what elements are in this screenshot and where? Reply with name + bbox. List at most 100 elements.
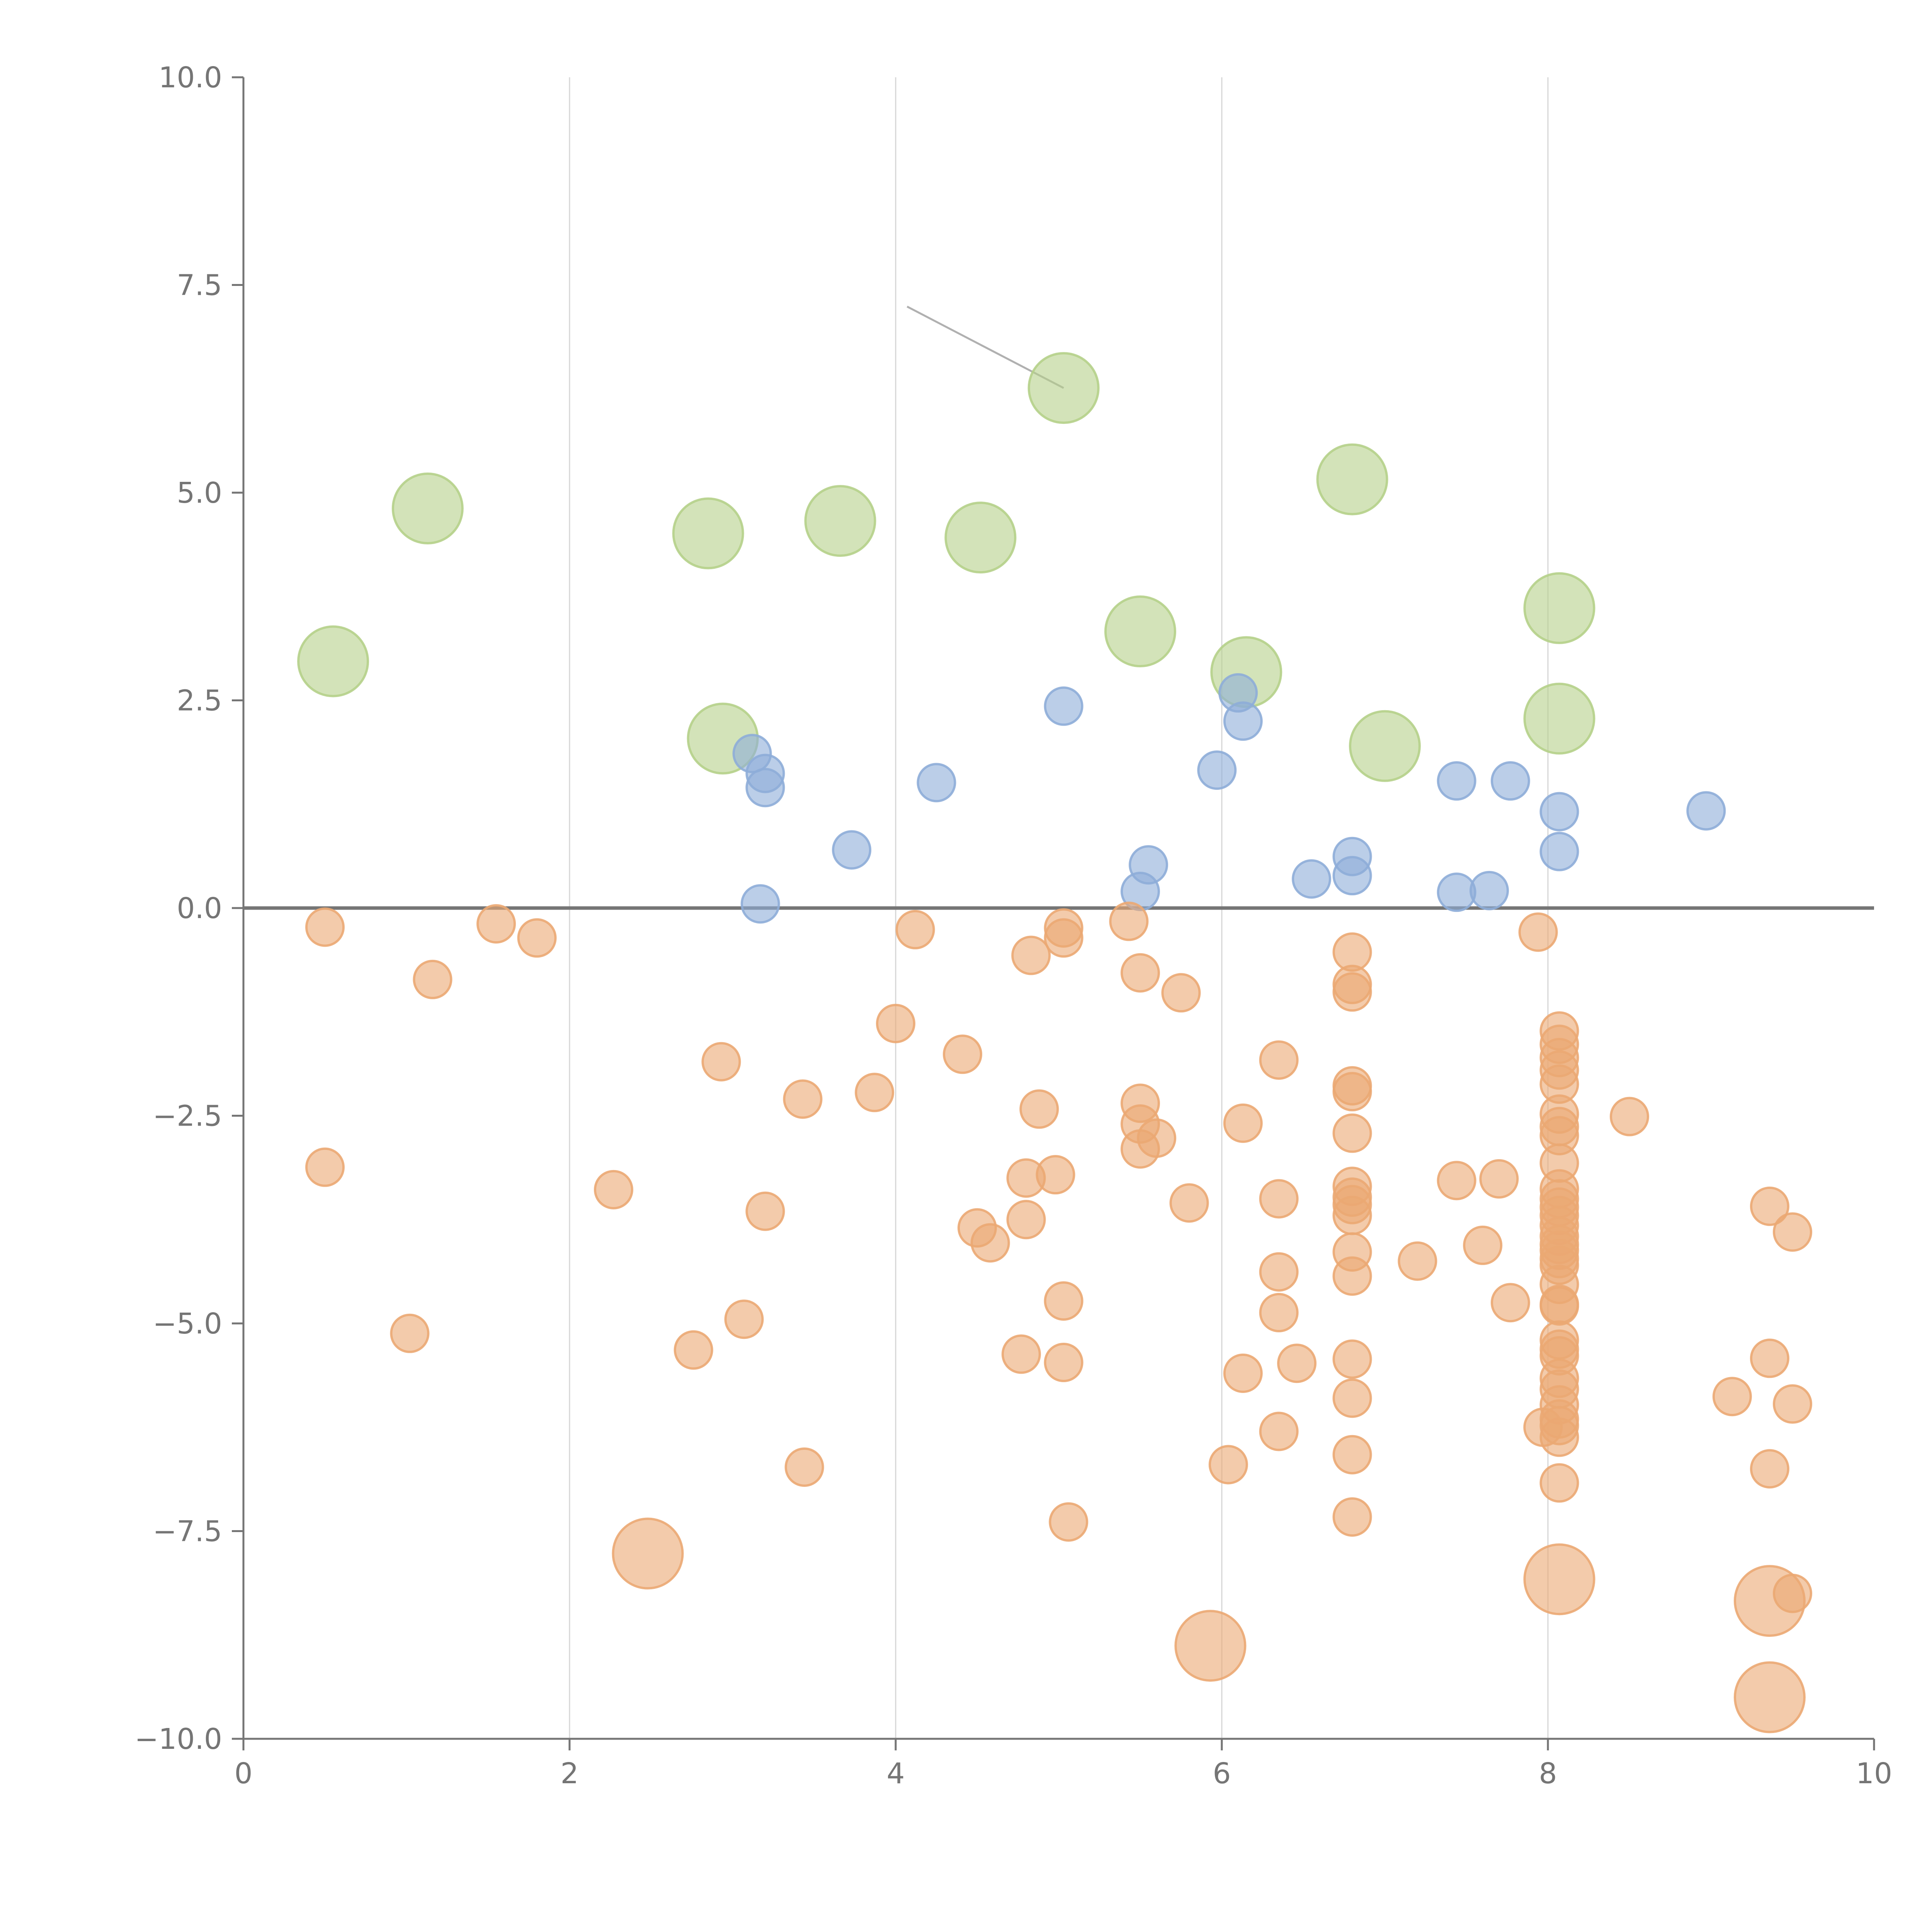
data-point bbox=[1259, 1293, 1299, 1333]
data-point bbox=[1197, 750, 1237, 790]
data-point bbox=[1044, 918, 1083, 958]
data-point bbox=[1332, 1196, 1372, 1235]
data-point bbox=[1104, 595, 1176, 668]
data-point bbox=[612, 1517, 684, 1590]
data-point bbox=[1044, 1281, 1083, 1321]
data-point bbox=[943, 1034, 983, 1074]
data-point bbox=[1332, 1072, 1372, 1112]
data-point bbox=[672, 497, 744, 570]
data-points bbox=[297, 352, 1812, 1733]
data-point bbox=[917, 763, 956, 803]
data-point bbox=[1316, 443, 1388, 515]
y-tick-label: −10.0 bbox=[134, 1723, 222, 1756]
data-point bbox=[1223, 701, 1263, 741]
data-point bbox=[1437, 761, 1476, 801]
data-point bbox=[1332, 972, 1372, 1012]
x-tick-label: 8 bbox=[1539, 1757, 1557, 1790]
data-point bbox=[1011, 935, 1051, 975]
data-point bbox=[1539, 832, 1579, 871]
data-point bbox=[1750, 1186, 1789, 1226]
data-point bbox=[1277, 1344, 1317, 1383]
data-point bbox=[1437, 1161, 1476, 1201]
data-point bbox=[673, 1330, 713, 1370]
data-point bbox=[1006, 1200, 1046, 1240]
data-point bbox=[855, 1073, 895, 1112]
data-point bbox=[1019, 1089, 1059, 1129]
data-point bbox=[1044, 686, 1083, 726]
x-tick-label: 6 bbox=[1213, 1757, 1231, 1790]
data-point bbox=[1463, 1225, 1503, 1265]
data-point bbox=[745, 768, 785, 808]
data-point bbox=[1773, 1212, 1812, 1252]
data-point bbox=[1259, 1040, 1299, 1080]
data-point bbox=[1686, 791, 1726, 831]
tick-labels: −10.0 −7.5 −5.0 −2.5 0.0 2.5 5.0 7.5 10.0 0 2 4 6 8 10 bbox=[134, 61, 1892, 1790]
data-point bbox=[1490, 761, 1530, 801]
data-point bbox=[1523, 1407, 1563, 1447]
data-point bbox=[413, 959, 452, 999]
data-point bbox=[1479, 1159, 1519, 1199]
data-point bbox=[517, 918, 557, 958]
data-point bbox=[1332, 1256, 1372, 1296]
data-point bbox=[804, 485, 876, 557]
y-tick-label: 10.0 bbox=[158, 61, 222, 94]
data-point bbox=[1174, 1610, 1247, 1682]
data-point bbox=[1332, 1497, 1372, 1537]
data-point bbox=[1733, 1661, 1806, 1733]
data-point bbox=[594, 1170, 633, 1209]
data-point bbox=[1332, 1435, 1372, 1475]
data-point bbox=[1259, 1252, 1299, 1292]
data-point bbox=[1349, 710, 1421, 782]
data-point bbox=[1208, 1445, 1248, 1485]
data-point bbox=[1332, 1378, 1372, 1418]
x-tick-label: 10 bbox=[1856, 1757, 1892, 1790]
x-tick-label: 2 bbox=[560, 1757, 578, 1790]
data-point bbox=[1161, 973, 1201, 1013]
data-point bbox=[944, 502, 1017, 574]
data-point bbox=[476, 904, 516, 944]
data-point bbox=[1398, 1241, 1437, 1281]
data-point bbox=[1539, 1463, 1579, 1503]
y-tick-label: −7.5 bbox=[153, 1515, 222, 1548]
data-point bbox=[1121, 953, 1160, 993]
series-2 bbox=[305, 901, 1812, 1613]
data-point bbox=[1332, 1113, 1372, 1153]
x-tick-label: 4 bbox=[886, 1757, 905, 1790]
data-point bbox=[391, 472, 464, 544]
y-tick-label: 7.5 bbox=[177, 269, 222, 302]
data-point bbox=[1773, 1384, 1812, 1424]
data-point bbox=[1332, 856, 1372, 896]
y-tick-label: −2.5 bbox=[153, 1100, 222, 1133]
data-point bbox=[305, 1147, 345, 1187]
x-tick-label: 0 bbox=[234, 1757, 252, 1790]
data-point bbox=[1292, 859, 1332, 899]
data-point bbox=[1044, 1343, 1083, 1383]
data-point bbox=[701, 1042, 741, 1082]
data-point bbox=[390, 1313, 430, 1353]
data-point bbox=[305, 907, 345, 947]
data-point bbox=[1027, 352, 1100, 424]
data-point bbox=[1490, 1283, 1530, 1323]
data-point bbox=[1469, 871, 1509, 910]
y-tick-label: 5.0 bbox=[177, 476, 222, 510]
data-point bbox=[745, 1191, 785, 1231]
data-point bbox=[1137, 1118, 1177, 1158]
data-point bbox=[724, 1299, 764, 1339]
data-point bbox=[784, 1447, 824, 1487]
data-point bbox=[1518, 912, 1558, 952]
data-point bbox=[832, 830, 872, 870]
data-point bbox=[1523, 682, 1595, 755]
data-point bbox=[740, 884, 780, 924]
data-point bbox=[297, 625, 369, 697]
data-point bbox=[1259, 1412, 1299, 1451]
data-point bbox=[1259, 1179, 1299, 1219]
data-point bbox=[1712, 1377, 1752, 1417]
data-point bbox=[1223, 1354, 1263, 1393]
y-tick-label: 2.5 bbox=[177, 684, 222, 718]
data-point bbox=[1109, 901, 1149, 941]
series-0 bbox=[297, 352, 1595, 782]
data-point bbox=[1169, 1183, 1209, 1223]
data-point bbox=[1036, 1155, 1075, 1195]
data-point bbox=[895, 910, 935, 949]
